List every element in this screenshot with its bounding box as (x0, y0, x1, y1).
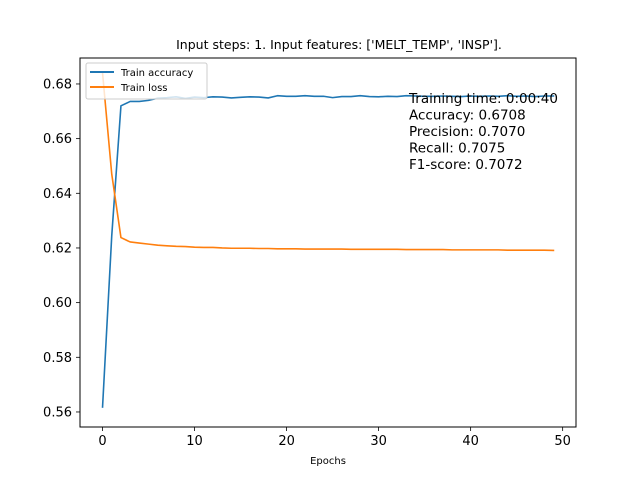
chart-title: Input steps: 1. Input features: ['MELT_T… (176, 37, 502, 52)
metrics-annotation-line: Recall: 0.7075 (409, 141, 505, 157)
y-tick-label: 0.58 (43, 351, 72, 366)
x-tick-label: 30 (370, 434, 387, 449)
x-tick-label: 0 (98, 434, 106, 449)
metrics-annotation-line: Precision: 0.7070 (409, 124, 525, 140)
y-tick-label: 0.62 (43, 241, 72, 256)
legend-label-train-accuracy: Train accuracy (120, 68, 193, 79)
metrics-annotation-line: Accuracy: 0.6708 (409, 108, 526, 124)
x-tick-label: 50 (554, 434, 571, 449)
metrics-annotation-line: Training time: 0:00:40 (408, 91, 558, 107)
series-line-train-loss (101, 72, 555, 252)
y-tick-label: 0.68 (43, 77, 72, 92)
y-tick-label: 0.66 (43, 132, 72, 147)
plot-area-frame (79, 57, 577, 428)
y-tick-label: 0.56 (43, 405, 72, 420)
legend: Train accuracy Train loss (85, 62, 208, 100)
legend-label-train-loss: Train loss (120, 83, 168, 94)
x-axis-label: Epochs (310, 456, 346, 467)
y-tick-label: 0.64 (43, 187, 72, 202)
legend-box (85, 62, 208, 100)
x-tick-label: 10 (186, 434, 203, 449)
x-tick-label: 20 (278, 434, 295, 449)
y-tick-label: 0.60 (43, 296, 72, 311)
metrics-annotation-line: F1-score: 0.7072 (409, 157, 523, 173)
x-tick-label: 40 (462, 434, 479, 449)
